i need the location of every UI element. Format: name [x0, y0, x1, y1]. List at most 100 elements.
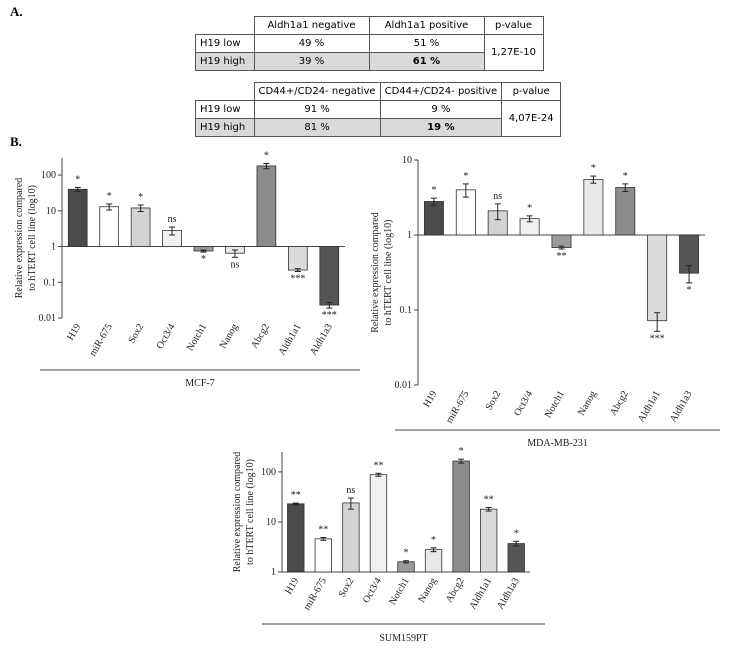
- error-bar: [375, 472, 382, 477]
- error-bar: [558, 245, 565, 250]
- y-axis-label: to hTERT cell line (log10): [27, 185, 38, 291]
- error-bar: [292, 502, 299, 506]
- error-bar: [494, 203, 501, 221]
- x-tick-label: Nanog: [416, 576, 439, 605]
- significance-label: *: [527, 203, 532, 214]
- significance-label: *: [107, 191, 112, 202]
- y-tick-label: 0.01: [395, 380, 413, 391]
- error-bar: [294, 268, 301, 273]
- y-tick-label: 10: [402, 155, 412, 166]
- significance-label: *: [431, 185, 436, 196]
- x-tick-label: Nanog: [218, 322, 241, 351]
- bar: [369, 474, 388, 573]
- y-tick-label: 1: [271, 567, 276, 578]
- significance-label: **: [557, 251, 567, 262]
- x-tick-label: Oct3/4: [155, 322, 178, 351]
- x-tick-label: Aldh1a1: [636, 389, 663, 424]
- y-axis-label: to hTERT cell line (log10): [245, 459, 256, 565]
- x-tick-label: Oct3/4: [512, 389, 535, 418]
- panel-label: B.: [10, 134, 22, 149]
- significance-label: **: [291, 490, 301, 501]
- significance-label: *: [687, 285, 692, 296]
- error-bar: [654, 312, 661, 332]
- error-bar: [320, 536, 327, 541]
- significance-label: *: [138, 192, 143, 203]
- bar: [342, 502, 360, 573]
- x-tick-label: Oct3/4: [361, 576, 384, 605]
- cell: 39 %: [253, 52, 370, 71]
- error-bar: [622, 183, 629, 193]
- x-tick-label: Aldh1a3: [668, 389, 695, 424]
- error-bar: [462, 183, 469, 198]
- x-tick-label: miR-675: [302, 576, 329, 612]
- significance-label: *: [201, 254, 206, 265]
- cell: 19 %: [379, 118, 503, 137]
- y-tick-label: 1: [407, 230, 412, 241]
- x-tick-label: Sox2: [126, 322, 146, 345]
- error-bar: [458, 458, 465, 464]
- error-bar: [326, 302, 333, 309]
- y-axis-label: Relative expression compared: [14, 178, 25, 299]
- panel-label: A.: [10, 4, 23, 19]
- significance-label: *: [591, 163, 596, 174]
- significance-label: *: [431, 535, 436, 546]
- error-bar: [74, 186, 81, 192]
- y-axis-label: to hTERT cell line (log10): [383, 220, 394, 326]
- significance-label: *: [514, 528, 519, 539]
- x-tick-label: Notch1: [387, 576, 411, 607]
- header-cell: CD44+/CD24- negative: [253, 82, 381, 101]
- bar: [99, 206, 119, 247]
- y-tick-label: 100: [41, 170, 56, 181]
- x-tick-label: Aldh1a3: [308, 322, 335, 357]
- bar: [67, 188, 88, 247]
- error-bar: [263, 163, 270, 170]
- row-header: H19 high: [195, 118, 255, 137]
- significance-label: **: [484, 494, 494, 505]
- y-tick-label: 0.01: [39, 313, 57, 324]
- x-tick-label: Notch1: [543, 389, 567, 420]
- significance-label: ***: [650, 333, 665, 344]
- cell: 81 %: [253, 118, 381, 137]
- significance-label: ns: [168, 214, 177, 225]
- bar: [452, 460, 470, 573]
- error-bar: [231, 249, 238, 258]
- x-tick-label: Nanog: [576, 389, 599, 418]
- error-bar: [686, 265, 693, 284]
- cell: 4,07E-24: [501, 100, 562, 137]
- table: CD44+/CD24- negative CD44+/CD24- positive…: [195, 82, 562, 137]
- significance-label: **: [318, 524, 328, 535]
- bar: [615, 187, 636, 236]
- x-tick-label: Notch1: [185, 322, 209, 353]
- significance-label: *: [404, 548, 409, 559]
- y-tick-label: 0.1: [400, 305, 413, 316]
- bar: [319, 246, 340, 306]
- error-bar: [106, 203, 113, 211]
- table: Aldh1a1 negative Aldh1a1 positive p-value …: [195, 16, 544, 71]
- x-tick-label: Abcg2: [444, 576, 467, 605]
- significance-label: ***: [290, 274, 305, 285]
- error-bar: [526, 215, 533, 223]
- error-bar: [137, 204, 144, 213]
- bar: [314, 538, 333, 573]
- x-tick-label: Sox2: [337, 576, 357, 599]
- x-tick-label: H19: [283, 576, 301, 596]
- x-tick-label: Abcg2: [249, 322, 272, 351]
- significance-label: ns: [493, 191, 502, 202]
- bar: [424, 549, 443, 573]
- x-tick-label: Aldh1a1: [277, 322, 304, 357]
- significance-label: *: [75, 174, 80, 185]
- y-tick-label: 100: [261, 467, 276, 478]
- error-bar: [200, 249, 207, 253]
- y-tick-label: 10: [266, 517, 276, 528]
- bar: [256, 165, 277, 247]
- error-bar: [590, 175, 597, 184]
- error-bar: [485, 506, 492, 512]
- significance-label: *: [459, 446, 464, 457]
- significance-label: ***: [322, 310, 337, 321]
- bar: [479, 508, 498, 573]
- y-tick-label: 10: [46, 206, 56, 217]
- y-tick-label: 0.1: [44, 277, 57, 288]
- error-bar: [513, 540, 520, 547]
- bar: [507, 543, 525, 573]
